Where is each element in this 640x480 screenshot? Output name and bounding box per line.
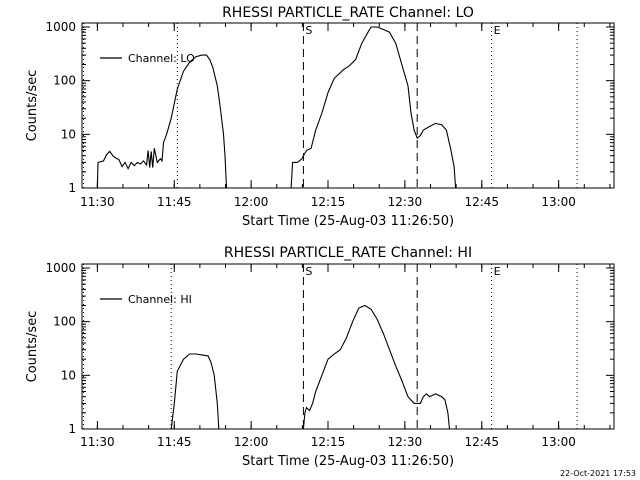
y-tick-label: 10 xyxy=(61,368,76,382)
y-tick-label: 1 xyxy=(68,181,76,195)
x-tick-label: 11:45 xyxy=(157,195,192,209)
y-tick-label: 1 xyxy=(68,422,76,436)
footer-timestamp: 22-Oct-2021 17:53 xyxy=(560,469,636,478)
x-tick-label: 13:00 xyxy=(541,195,576,209)
y-tick-label: 1000 xyxy=(45,261,76,275)
x-tick-label: 12:30 xyxy=(388,195,423,209)
x-tick-label: 11:30 xyxy=(80,195,115,209)
marker-label: E xyxy=(494,265,501,278)
y-tick-label: 100 xyxy=(53,74,76,88)
x-tick-label: 11:45 xyxy=(157,435,192,449)
x-axis-label: Start Time (25-Aug-03 11:26:50) xyxy=(242,214,454,229)
x-tick-label: 13:00 xyxy=(541,435,576,449)
y-tick-label: 1000 xyxy=(45,20,76,34)
chart-title: RHESSI PARTICLE_RATE Channel: HI xyxy=(224,245,472,261)
x-tick-label: 12:30 xyxy=(388,435,423,449)
y-tick-label: 10 xyxy=(61,127,76,141)
x-tick-label: 12:00 xyxy=(234,195,269,209)
chart-title: RHESSI PARTICLE_RATE Channel: LO xyxy=(222,5,474,21)
marker-label: S xyxy=(305,24,312,37)
y-tick-label: 100 xyxy=(53,315,76,329)
legend-label: Channel: HI xyxy=(128,293,192,306)
x-tick-label: 12:45 xyxy=(464,195,499,209)
series-line xyxy=(96,26,457,188)
y-axis-label: Counts/sec xyxy=(25,311,40,383)
plot-frame xyxy=(81,263,615,430)
series-line xyxy=(170,304,451,429)
y-axis-label: Counts/sec xyxy=(25,70,40,142)
marker-label: S xyxy=(305,265,312,278)
plot-frame xyxy=(81,22,615,189)
x-axis-label: Start Time (25-Aug-03 11:26:50) xyxy=(242,454,454,469)
marker-label: E xyxy=(494,24,501,37)
x-tick-label: 12:00 xyxy=(234,435,269,449)
x-tick-label: 12:45 xyxy=(464,435,499,449)
x-tick-label: 12:15 xyxy=(311,435,346,449)
legend-label: Channel: LO xyxy=(128,52,195,65)
x-tick-label: 11:30 xyxy=(80,435,115,449)
x-tick-label: 12:15 xyxy=(311,195,346,209)
